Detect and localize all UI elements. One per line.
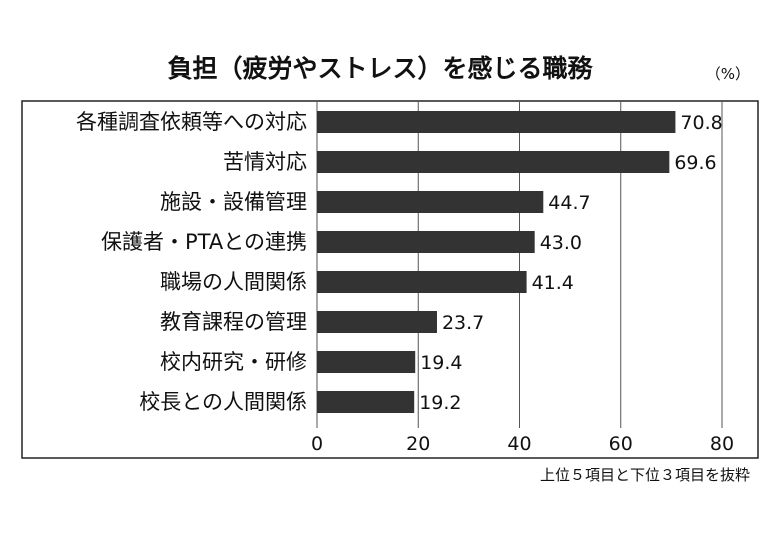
category-labels: 各種調査依頼等への対応苦情対応施設・設備管理保護者・PTAとの連携職場の人間関係… <box>76 110 307 414</box>
plot-frame <box>21 100 759 459</box>
category-label: 施設・設備管理 <box>160 190 307 214</box>
category-label: 職場の人間関係 <box>160 270 307 294</box>
value-label: 69.6 <box>674 152 716 174</box>
value-label: 43.0 <box>540 232 582 254</box>
bar <box>317 111 676 133</box>
unit-label: （%） <box>706 65 750 83</box>
source-note: 上位５項目と下位３項目を抜粋 <box>540 466 750 484</box>
x-tick-label: 20 <box>406 433 430 455</box>
category-label: 保護者・PTAとの連携 <box>101 230 307 254</box>
value-labels: 70.8 69.6 44.7 43.0 41.4 23.7 19.4 19.2 <box>419 112 723 414</box>
category-label: 校内研究・研修 <box>160 350 307 374</box>
x-tick-label: 60 <box>609 433 633 455</box>
value-label: 41.4 <box>532 272 574 294</box>
bar <box>317 311 437 333</box>
bar <box>317 151 670 173</box>
x-tick-label: 40 <box>507 433 531 455</box>
grid-lines <box>316 101 723 428</box>
x-axis-ticks: 0 20 40 60 80 <box>311 433 734 455</box>
bars <box>317 111 676 413</box>
bar <box>317 271 527 293</box>
value-label: 19.2 <box>419 392 461 414</box>
value-label: 70.8 <box>680 112 722 134</box>
x-tick-label: 0 <box>311 433 323 455</box>
category-label: 教育課程の管理 <box>160 310 307 334</box>
value-label: 19.4 <box>420 352 462 374</box>
bar <box>317 351 416 373</box>
category-label: 校長との人間関係 <box>139 390 307 414</box>
category-label: 各種調査依頼等への対応 <box>76 110 307 134</box>
bar <box>317 391 415 413</box>
value-label: 44.7 <box>548 192 590 214</box>
category-label: 苦情対応 <box>223 150 307 174</box>
value-label: 23.7 <box>442 312 484 334</box>
bar <box>317 191 544 213</box>
x-tick-label: 80 <box>710 433 734 455</box>
chart-title: 負担（疲労やストレス）を感じる職務 <box>167 54 593 83</box>
bar <box>317 231 535 253</box>
